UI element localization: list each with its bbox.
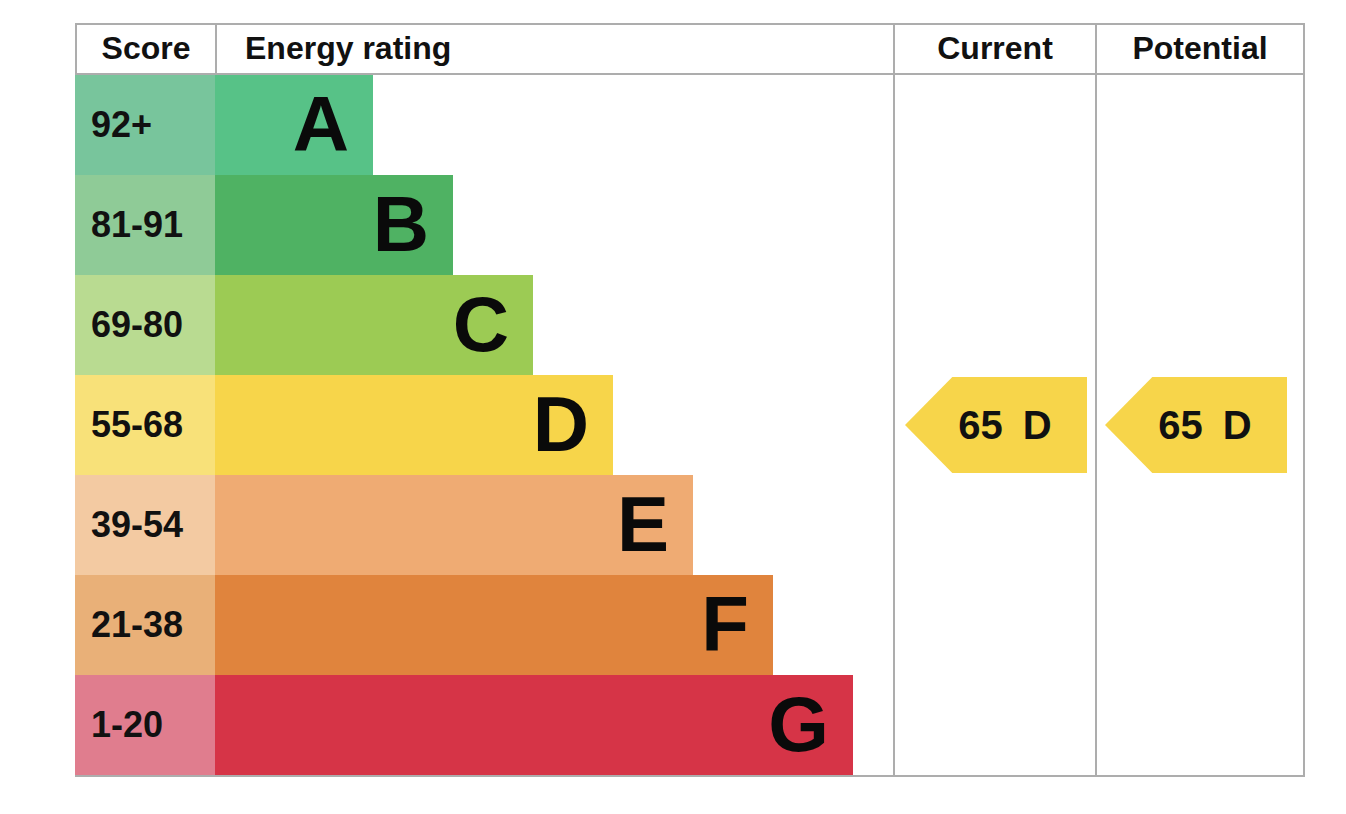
band-row-c: 69-80 C (75, 275, 893, 375)
current-rating-arrow: 65 D (905, 377, 1087, 473)
band-d-score-cell: 55-68 (75, 375, 215, 475)
band-row-e: 39-54 E (75, 475, 893, 575)
potential-rating-arrow: 65 D (1105, 377, 1287, 473)
current-rating-letter: D (1023, 403, 1052, 448)
band-row-b: 81-91 B (75, 175, 893, 275)
band-b-bar: B (215, 175, 453, 275)
epc-rating-chart: Score Energy rating Current Potential 92… (75, 23, 1305, 777)
column-header-current: Current (895, 25, 1095, 73)
table-right-border (1303, 23, 1305, 777)
band-e-bar: E (215, 475, 693, 575)
band-d-bar: D (215, 375, 613, 475)
table-bottom-border (75, 775, 1305, 777)
column-header-potential: Potential (1097, 25, 1303, 73)
band-b-score-cell: 81-91 (75, 175, 215, 275)
band-row-f: 21-38 F (75, 575, 893, 675)
band-g-score-cell: 1-20 (75, 675, 215, 775)
current-rating-score: 65 (958, 403, 1003, 448)
potential-rating-score: 65 (1158, 403, 1203, 448)
band-a-score-cell: 92+ (75, 75, 215, 175)
column-header-energy-rating: Energy rating (217, 25, 893, 73)
column-header-score: Score (77, 25, 215, 73)
band-row-d: 55-68 D (75, 375, 893, 475)
potential-column-left-border (1095, 23, 1097, 777)
band-f-score-cell: 21-38 (75, 575, 215, 675)
band-g-bar: G (215, 675, 853, 775)
band-row-a: 92+ A (75, 75, 893, 175)
band-e-score-cell: 39-54 (75, 475, 215, 575)
band-row-g: 1-20 G (75, 675, 893, 775)
potential-rating-letter: D (1223, 403, 1252, 448)
band-c-bar: C (215, 275, 533, 375)
band-f-bar: F (215, 575, 773, 675)
band-a-bar: A (215, 75, 373, 175)
band-c-score-cell: 69-80 (75, 275, 215, 375)
current-column-left-border (893, 23, 895, 777)
